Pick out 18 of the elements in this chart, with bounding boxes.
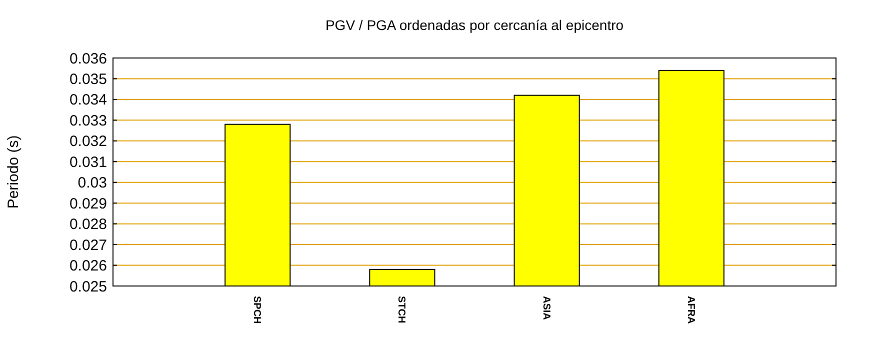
y-tick-label: 0.035 [69, 70, 107, 88]
x-tick-label: ASIA [540, 296, 552, 320]
y-tick-label: 0.032 [69, 133, 107, 150]
y-axis-title: Periodo (s) [5, 135, 22, 209]
y-tick-label: 0.03 [78, 174, 107, 192]
y-tick-label: 0.034 [69, 92, 107, 109]
x-tick-label: STCH [396, 296, 407, 324]
y-tick-label: 0.029 [69, 195, 107, 212]
y-tick-label: 0.031 [69, 154, 107, 171]
x-tick-label: AFRA [684, 296, 696, 324]
chart-title: PGV / PGA ordenadas por cercanía al epicentro [325, 17, 624, 33]
y-tick-label: 0.027 [69, 236, 107, 254]
x-tick-label: SPCH [251, 296, 262, 324]
y-tick-label: 0.033 [69, 112, 107, 130]
y-tick-label: 0.025 [69, 278, 107, 296]
y-tick-label: 0.028 [69, 216, 107, 234]
y-tick-label: 0.026 [69, 258, 107, 275]
y-tick-label: 0.036 [69, 50, 107, 68]
